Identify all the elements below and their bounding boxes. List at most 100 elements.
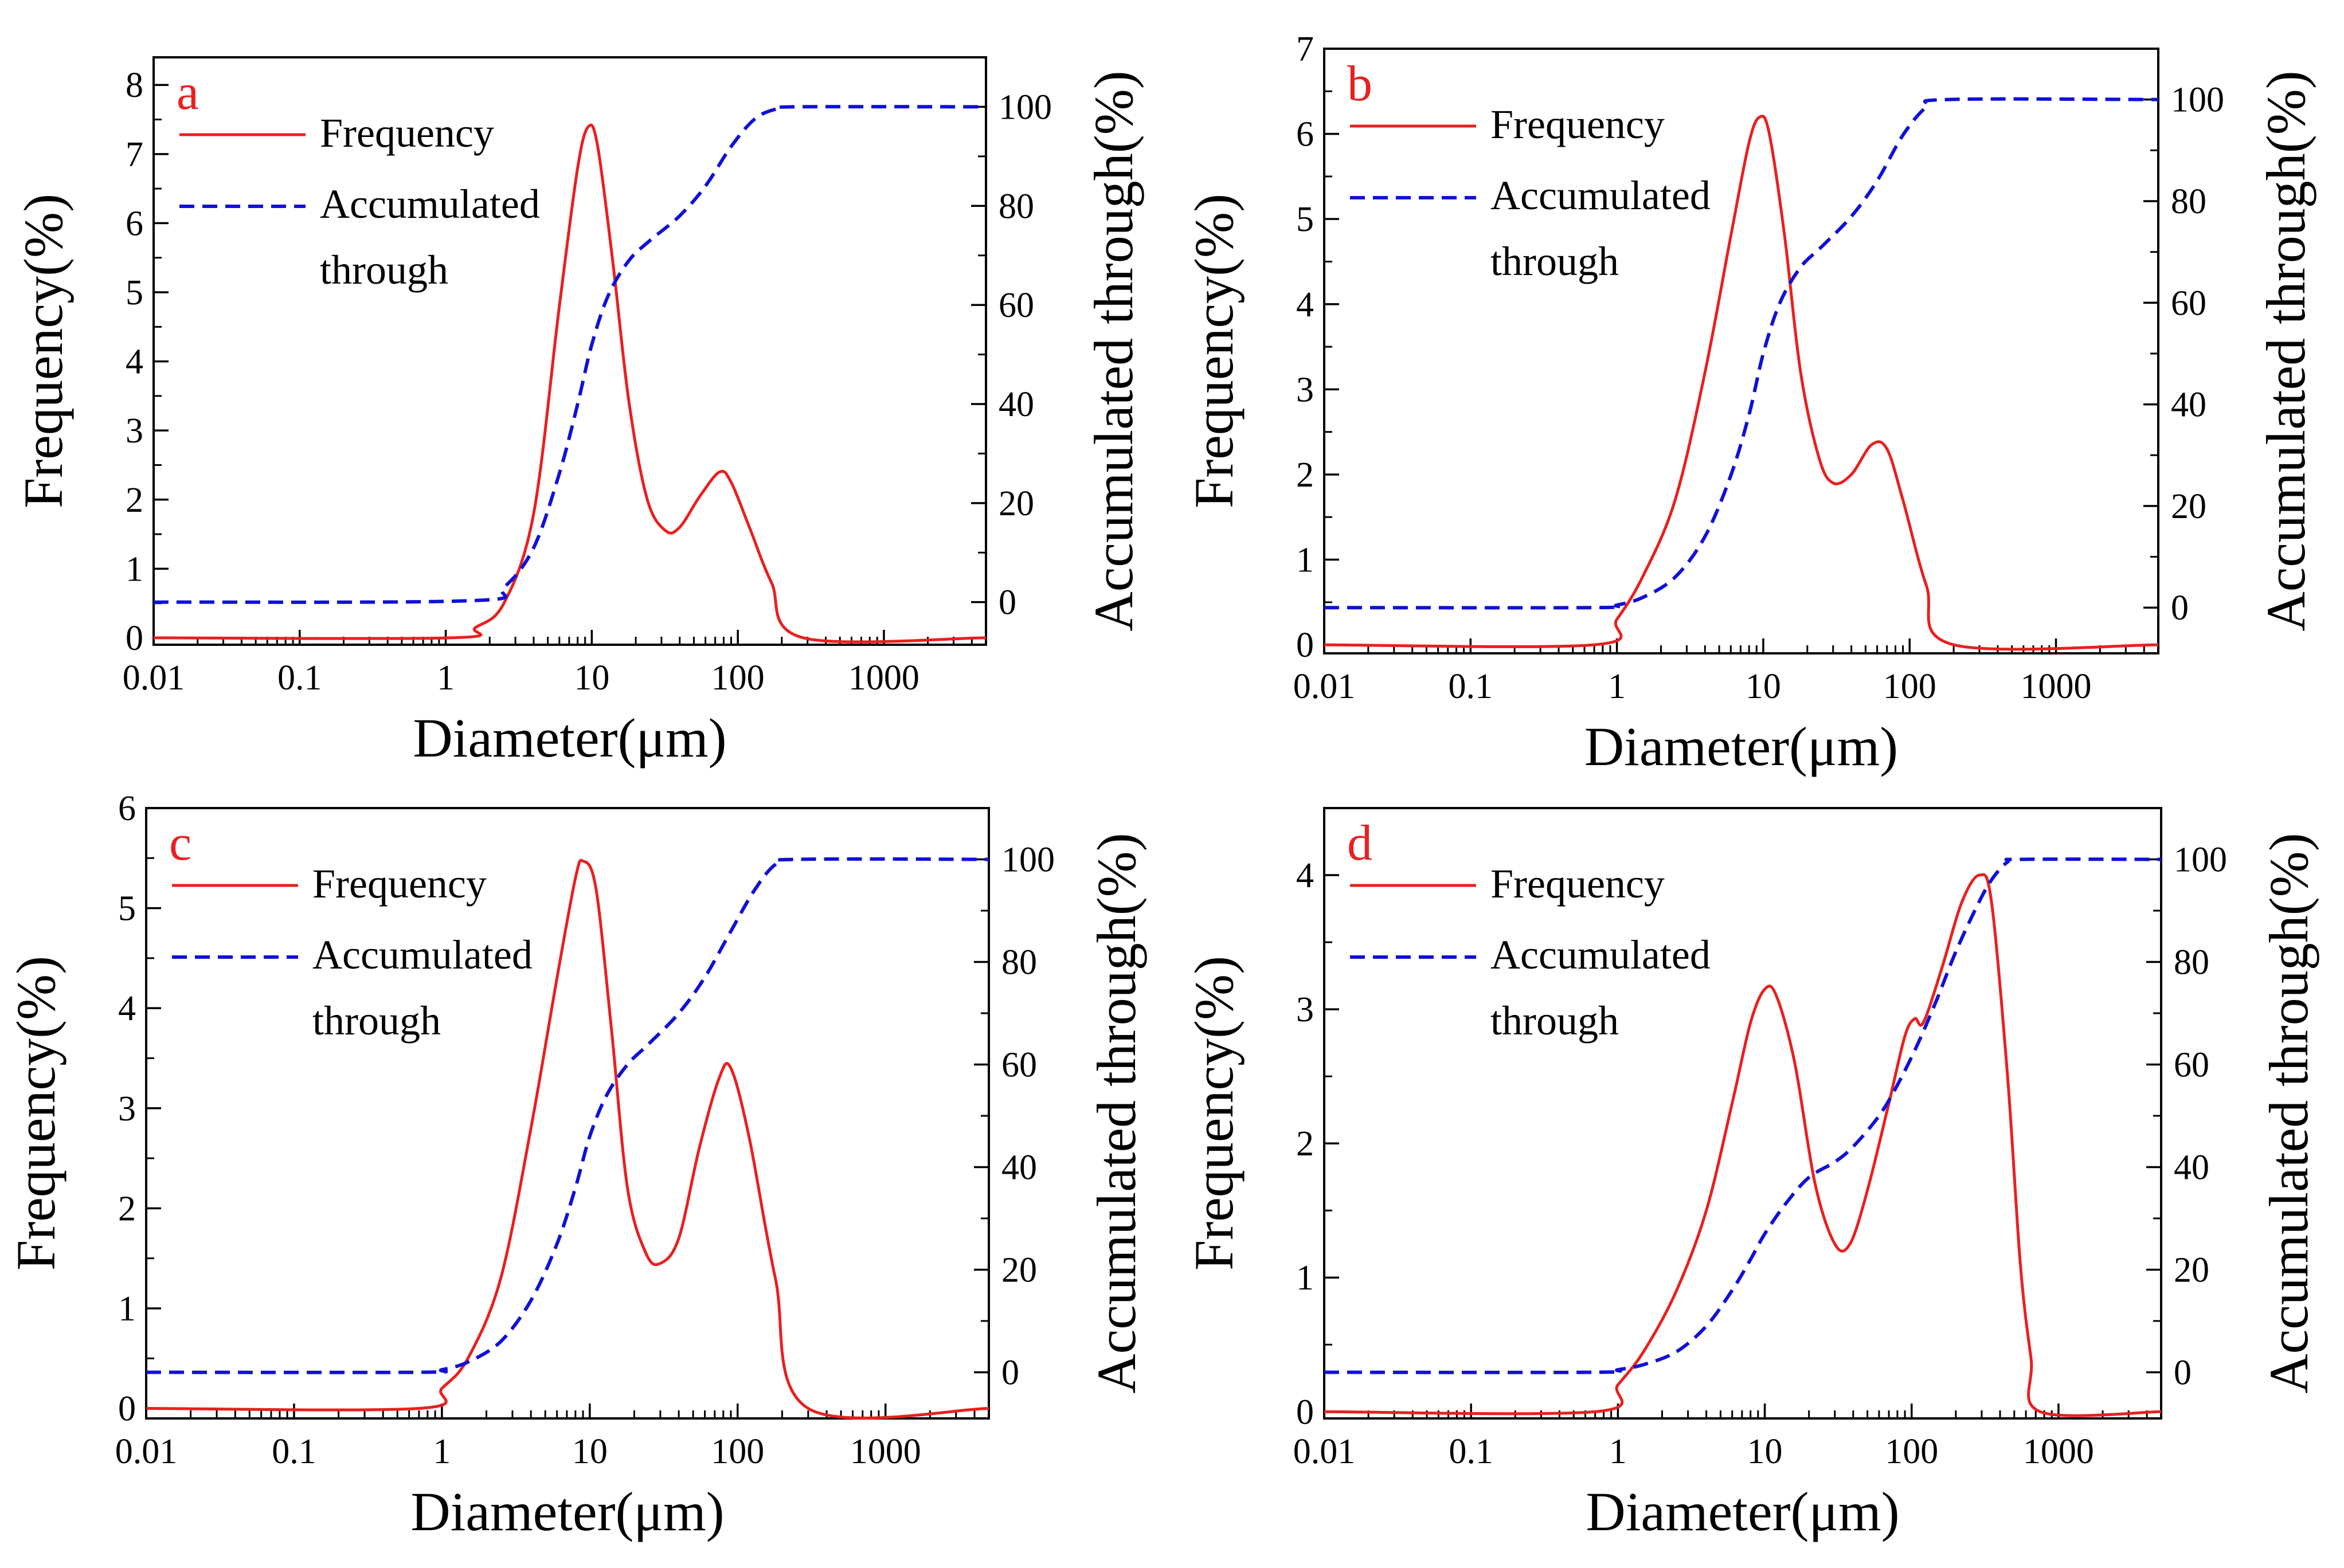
legend-accumulated-label: Accumulated through — [1490, 932, 1711, 1044]
y-left-tick-label: 0 — [1296, 1393, 1314, 1432]
x-tick-label: 10 — [1747, 1432, 1783, 1471]
y-left-tick-label: 5 — [1296, 200, 1314, 239]
legend-frequency-label: Frequency — [1490, 861, 1665, 907]
y-right-axis-title: Accumulated through(%) — [1083, 70, 1144, 631]
y-right-tick-label: 20 — [999, 484, 1034, 523]
x-tick-label: 10 — [574, 658, 609, 697]
legend-accumulated-label: Accumulated through — [320, 181, 540, 293]
legend-frequency-label: Frequency — [1490, 101, 1665, 147]
y-left-tick-label: 6 — [126, 204, 143, 243]
y-left-tick-label: 3 — [1296, 370, 1314, 409]
y-right-tick-label: 100 — [999, 88, 1052, 127]
x-tick-label: 0.1 — [277, 658, 322, 697]
frequency-series-line — [1324, 115, 2159, 651]
x-tick-label: 1 — [437, 658, 455, 697]
x-axis-title: Diameter(μm) — [1586, 1481, 1899, 1542]
y-right-tick-label: 80 — [1001, 943, 1037, 982]
x-tick-label: 0.1 — [1449, 667, 1493, 706]
y-left-tick-label: 2 — [1296, 1124, 1314, 1163]
y-left-tick-label: 1 — [1296, 1259, 1314, 1297]
x-axis-title: Diameter(μm) — [413, 707, 726, 769]
y-left-tick-label: 3 — [1296, 990, 1314, 1029]
x-tick-label: 0.01 — [115, 1432, 178, 1471]
y-right-tick-label: 60 — [1001, 1045, 1037, 1084]
y-right-axis-title: Accumulated through(%) — [2255, 70, 2316, 631]
chart-panel-c: 0.01 0.1 1 10 100 10000123456020406080100Diam… — [5, 789, 1147, 1542]
x-axis-title: Diameter(μm) — [1584, 716, 1898, 777]
y-right-tick-label: 0 — [2171, 589, 2189, 628]
y-left-tick-label: 0 — [126, 619, 143, 658]
accumulated-series-line — [146, 857, 989, 1374]
x-tick-label: 1000 — [848, 658, 919, 697]
y-left-axis-title: Frequency(%) — [5, 956, 66, 1271]
panel-label: c — [169, 816, 191, 871]
chart-panel-b: 0.01 0.1 1 10 100 1000 0 1 2 3 4 5 6 7 0 20 40 60 80 100 Dia… — [1183, 30, 2316, 777]
x-tick-label: 0.1 — [1449, 1432, 1493, 1471]
panel-label: d — [1347, 816, 1372, 871]
plot-frame — [1323, 48, 2159, 654]
frequency-series-line — [146, 859, 989, 1420]
y-right-axis-title: Accumulated through(%) — [2258, 833, 2319, 1393]
panel-label: a — [177, 65, 199, 120]
y-right-tick-label: 100 — [2171, 81, 2224, 120]
y-left-tick-label: 6 — [1296, 115, 1314, 154]
y-right-tick-label: 100 — [2174, 840, 2227, 879]
x-tick-label: 10 — [572, 1432, 608, 1471]
x-tick-label: 0.01 — [123, 658, 185, 697]
y-left-tick-label: 0 — [118, 1390, 136, 1429]
y-right-tick-label: 60 — [2174, 1045, 2209, 1084]
legend-accumulated-label: Accumulated through — [1490, 173, 1711, 284]
x-tick-label: 0.01 — [1293, 667, 1356, 706]
y-left-axis-title: Frequency(%) — [1183, 956, 1245, 1271]
y-left-axis-title: Frequency(%) — [1183, 194, 1245, 508]
plot-frame — [1323, 807, 2162, 1420]
x-tick-label: 1 — [1608, 667, 1626, 706]
y-left-tick-label: 1 — [118, 1289, 136, 1328]
x-tick-label: 100 — [711, 1432, 764, 1471]
y-left-tick-label: 1 — [1296, 541, 1314, 580]
x-tick-label: 1000 — [2021, 667, 2092, 706]
y-right-tick-label: 40 — [2174, 1148, 2209, 1187]
plot-frame — [152, 56, 987, 646]
x-tick-label: 1 — [1609, 1432, 1627, 1471]
panel-label: b — [1347, 56, 1372, 112]
y-right-tick-label: 80 — [999, 187, 1034, 226]
y-right-tick-label: 40 — [999, 385, 1034, 424]
y-left-tick-label: 2 — [126, 481, 143, 520]
y-left-tick-label: 8 — [126, 66, 143, 105]
y-right-axis-title: Accumulated through(%) — [1086, 833, 1147, 1393]
x-axis-title: Diameter(μm) — [410, 1481, 724, 1542]
legend-accumulated-label: Accumulated through — [312, 932, 533, 1044]
y-right-tick-label: 80 — [2171, 182, 2206, 221]
chart-panel-a: 0.01 0.1 1 10 100 1000012345678020406080100Di… — [13, 56, 1144, 769]
y-right-tick-label: 0 — [999, 583, 1016, 622]
y-left-tick-label: 2 — [1296, 456, 1314, 495]
y-left-tick-label: 5 — [118, 889, 136, 928]
y-left-tick-label: 7 — [126, 135, 143, 174]
y-right-tick-label: 20 — [2171, 487, 2206, 526]
x-tick-label: 1000 — [2023, 1432, 2094, 1471]
x-tick-label: 100 — [1883, 667, 1936, 706]
x-tick-label: 0.1 — [272, 1432, 316, 1471]
y-left-tick-label: 4 — [118, 989, 136, 1028]
x-tick-label: 1000 — [850, 1432, 921, 1471]
y-right-tick-label: 60 — [999, 286, 1034, 325]
x-tick-label: 1 — [433, 1432, 451, 1471]
y-right-tick-label: 100 — [1001, 840, 1055, 879]
y-left-tick-label: 6 — [118, 789, 136, 828]
y-left-tick-label: 7 — [1296, 30, 1314, 69]
y-right-tick-label: 0 — [2174, 1353, 2192, 1392]
y-right-tick-label: 0 — [1001, 1353, 1019, 1392]
y-right-tick-label: 40 — [2171, 386, 2206, 425]
y-left-axis-title: Frequency(%) — [13, 194, 74, 508]
y-left-tick-label: 3 — [118, 1089, 136, 1128]
frequency-series-line — [1324, 873, 2162, 1417]
x-tick-label: 0.01 — [1293, 1432, 1356, 1471]
y-left-tick-label: 0 — [1296, 626, 1314, 665]
y-left-tick-label: 1 — [126, 550, 143, 589]
y-right-tick-label: 20 — [1001, 1251, 1037, 1289]
accumulated-series-line — [1324, 97, 2159, 610]
y-right-tick-label: 40 — [1001, 1148, 1037, 1187]
y-right-tick-label: 80 — [2174, 943, 2209, 982]
